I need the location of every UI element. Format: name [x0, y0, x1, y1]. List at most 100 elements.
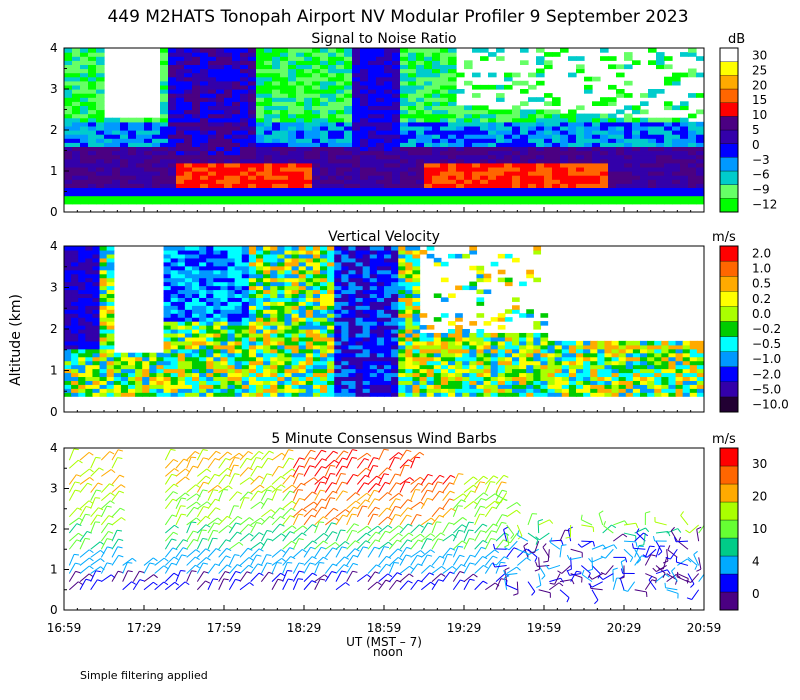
- snr-panel-title: Signal to Noise Ratio: [311, 31, 456, 47]
- colorbar-label: 25: [752, 63, 767, 77]
- colorbar-swatch: [719, 465, 739, 485]
- colorbar-swatch: [719, 381, 739, 398]
- colorbar-label: 20: [752, 490, 767, 504]
- colorbar-swatch: [719, 573, 739, 593]
- alt-tick-label: 1: [50, 563, 58, 577]
- alt-tick-label: 1: [50, 164, 58, 178]
- velocity-panel-title: Vertical Velocity: [328, 229, 440, 245]
- colorbar-swatch: [719, 501, 739, 521]
- colorbar-swatch: [719, 591, 739, 611]
- wind-unit: m/s: [712, 432, 736, 447]
- colorbar-swatch: [719, 306, 739, 322]
- colorbar-swatch: [719, 116, 739, 131]
- colorbar-swatch: [719, 143, 739, 158]
- colorbar-label: −10.0: [752, 397, 789, 411]
- velocity-colorbar: 2.01.00.50.20.0−0.2−0.5−1.0−2.0−5.0−10.0: [719, 245, 789, 413]
- x-axis-sublabel: noon: [373, 645, 403, 659]
- colorbar-swatch: [719, 61, 739, 76]
- colorbar-swatch: [719, 129, 739, 144]
- colorbar-swatch: [719, 260, 739, 277]
- y-axis-label: Altitude (km): [8, 294, 24, 386]
- colorbar-label: −0.5: [752, 337, 781, 351]
- colorbar-swatch: [719, 336, 739, 352]
- colorbar-swatch: [719, 519, 739, 539]
- velocity-heatmap: [64, 246, 704, 397]
- time-tick-label: 16:59: [47, 621, 82, 635]
- colorbar-swatch: [719, 351, 739, 367]
- colorbar-label: 1.0: [752, 262, 771, 276]
- colorbar-label: 5: [752, 123, 760, 137]
- snr-unit: dB: [728, 32, 745, 47]
- colorbar-label: 30: [752, 48, 767, 62]
- time-tick-label: 19:29: [447, 621, 482, 635]
- x-axis-label: UT (MST – 7): [346, 635, 422, 649]
- colorbar-label: 0.0: [752, 307, 771, 321]
- alt-tick-label: 0: [50, 603, 58, 617]
- alt-tick-label: 1: [50, 364, 58, 378]
- colorbar-label: −3: [752, 153, 770, 167]
- colorbar-label: −2.0: [752, 367, 781, 381]
- time-tick-label: 18:29: [287, 621, 322, 635]
- colorbar-label: 10: [752, 108, 767, 122]
- colorbar-label: −1.0: [752, 352, 781, 366]
- chart-title: 449 M2HATS Tonopah Airport NV Modular Pr…: [107, 7, 688, 27]
- colorbar-swatch: [719, 555, 739, 575]
- colorbar-swatch: [719, 276, 739, 292]
- colorbar-swatch: [719, 102, 739, 117]
- alt-tick-label: 2: [50, 322, 58, 336]
- colorbar-swatch: [719, 198, 739, 213]
- colorbar-swatch: [719, 537, 739, 557]
- alt-tick-label: 0: [50, 205, 58, 219]
- wind-panel-title: 5 Minute Consensus Wind Barbs: [271, 431, 496, 447]
- colorbar-label: 20: [752, 78, 767, 92]
- colorbar-label: 2.0: [752, 247, 771, 261]
- alt-tick-label: 2: [50, 522, 58, 536]
- footnote: Simple filtering applied: [80, 669, 208, 682]
- velocity-unit: m/s: [712, 230, 736, 245]
- colorbar-swatch: [719, 170, 739, 185]
- colorbar-label: −5.0: [752, 382, 781, 396]
- colorbar-label: 15: [752, 93, 767, 107]
- colorbar-label: 10: [752, 522, 767, 536]
- snr-heatmap: [64, 48, 704, 205]
- colorbar-label: 4: [752, 554, 760, 568]
- alt-tick-label: 0: [50, 405, 58, 419]
- time-tick-label: 17:59: [207, 621, 242, 635]
- colorbar-swatch: [719, 396, 739, 413]
- colorbar-swatch: [719, 245, 739, 262]
- alt-tick-label: 3: [50, 482, 58, 496]
- colorbar-swatch: [719, 447, 739, 467]
- time-tick-label: 19:59: [527, 621, 562, 635]
- time-tick-label: 20:59: [687, 621, 722, 635]
- colorbar-swatch: [719, 157, 739, 172]
- colorbar-swatch: [719, 291, 739, 307]
- time-tick-label: 17:29: [127, 621, 162, 635]
- alt-tick-label: 3: [50, 82, 58, 96]
- colorbar-swatch: [719, 88, 739, 103]
- colorbar-label: −12: [752, 198, 777, 212]
- colorbar-swatch: [719, 184, 739, 199]
- alt-tick-label: 4: [50, 441, 58, 455]
- colorbar-swatch: [719, 321, 739, 337]
- alt-tick-label: 4: [50, 239, 58, 253]
- colorbar-label: −6: [752, 168, 770, 182]
- time-tick-label: 18:59: [367, 621, 402, 635]
- colorbar-label: 0.5: [752, 277, 771, 291]
- colorbar-swatch: [719, 47, 739, 62]
- alt-tick-label: 4: [50, 41, 58, 55]
- colorbar-swatch: [719, 483, 739, 503]
- colorbar-label: 0.2: [752, 292, 771, 306]
- alt-tick-label: 3: [50, 281, 58, 295]
- colorbar-swatch: [719, 366, 739, 382]
- colorbar-swatch: [719, 75, 739, 90]
- colorbar-label: 0: [752, 138, 760, 152]
- colorbar-label: 30: [752, 457, 767, 471]
- colorbar-label: −0.2: [752, 322, 781, 336]
- colorbar-label: −9: [752, 183, 770, 197]
- alt-tick-label: 2: [50, 123, 58, 137]
- wind-colorbar: 30 20 10 4 0: [719, 447, 767, 611]
- colorbar-label: 0: [752, 587, 760, 601]
- wind-barbs: [68, 448, 704, 605]
